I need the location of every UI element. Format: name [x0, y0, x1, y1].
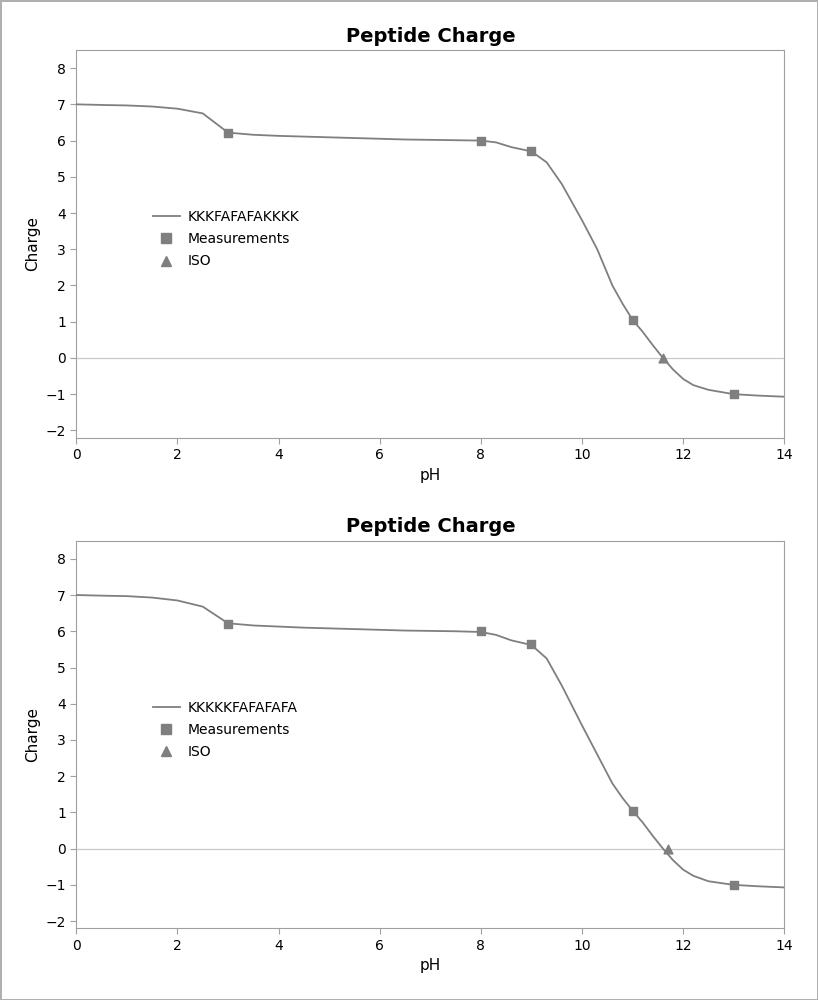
Point — [525, 636, 538, 652]
Point — [525, 143, 538, 159]
Point — [656, 350, 669, 366]
Point — [727, 877, 740, 893]
Title: Peptide Charge: Peptide Charge — [345, 27, 515, 46]
Point — [474, 623, 488, 639]
Point — [222, 125, 235, 141]
Point — [222, 616, 235, 632]
Y-axis label: Charge: Charge — [25, 707, 40, 762]
Title: Peptide Charge: Peptide Charge — [345, 517, 515, 536]
Legend: KKKKKFAFAFAFA, Measurements, ISO: KKKKKFAFAFAFA, Measurements, ISO — [147, 695, 303, 765]
X-axis label: pH: pH — [420, 468, 441, 483]
Y-axis label: Charge: Charge — [25, 216, 40, 271]
Point — [662, 841, 675, 857]
Point — [626, 312, 639, 328]
Point — [626, 803, 639, 819]
Legend: KKKFAFAFAKKKK, Measurements, ISO: KKKFAFAFAKKKK, Measurements, ISO — [147, 204, 304, 274]
X-axis label: pH: pH — [420, 958, 441, 973]
Point — [727, 386, 740, 402]
Point — [474, 133, 488, 149]
